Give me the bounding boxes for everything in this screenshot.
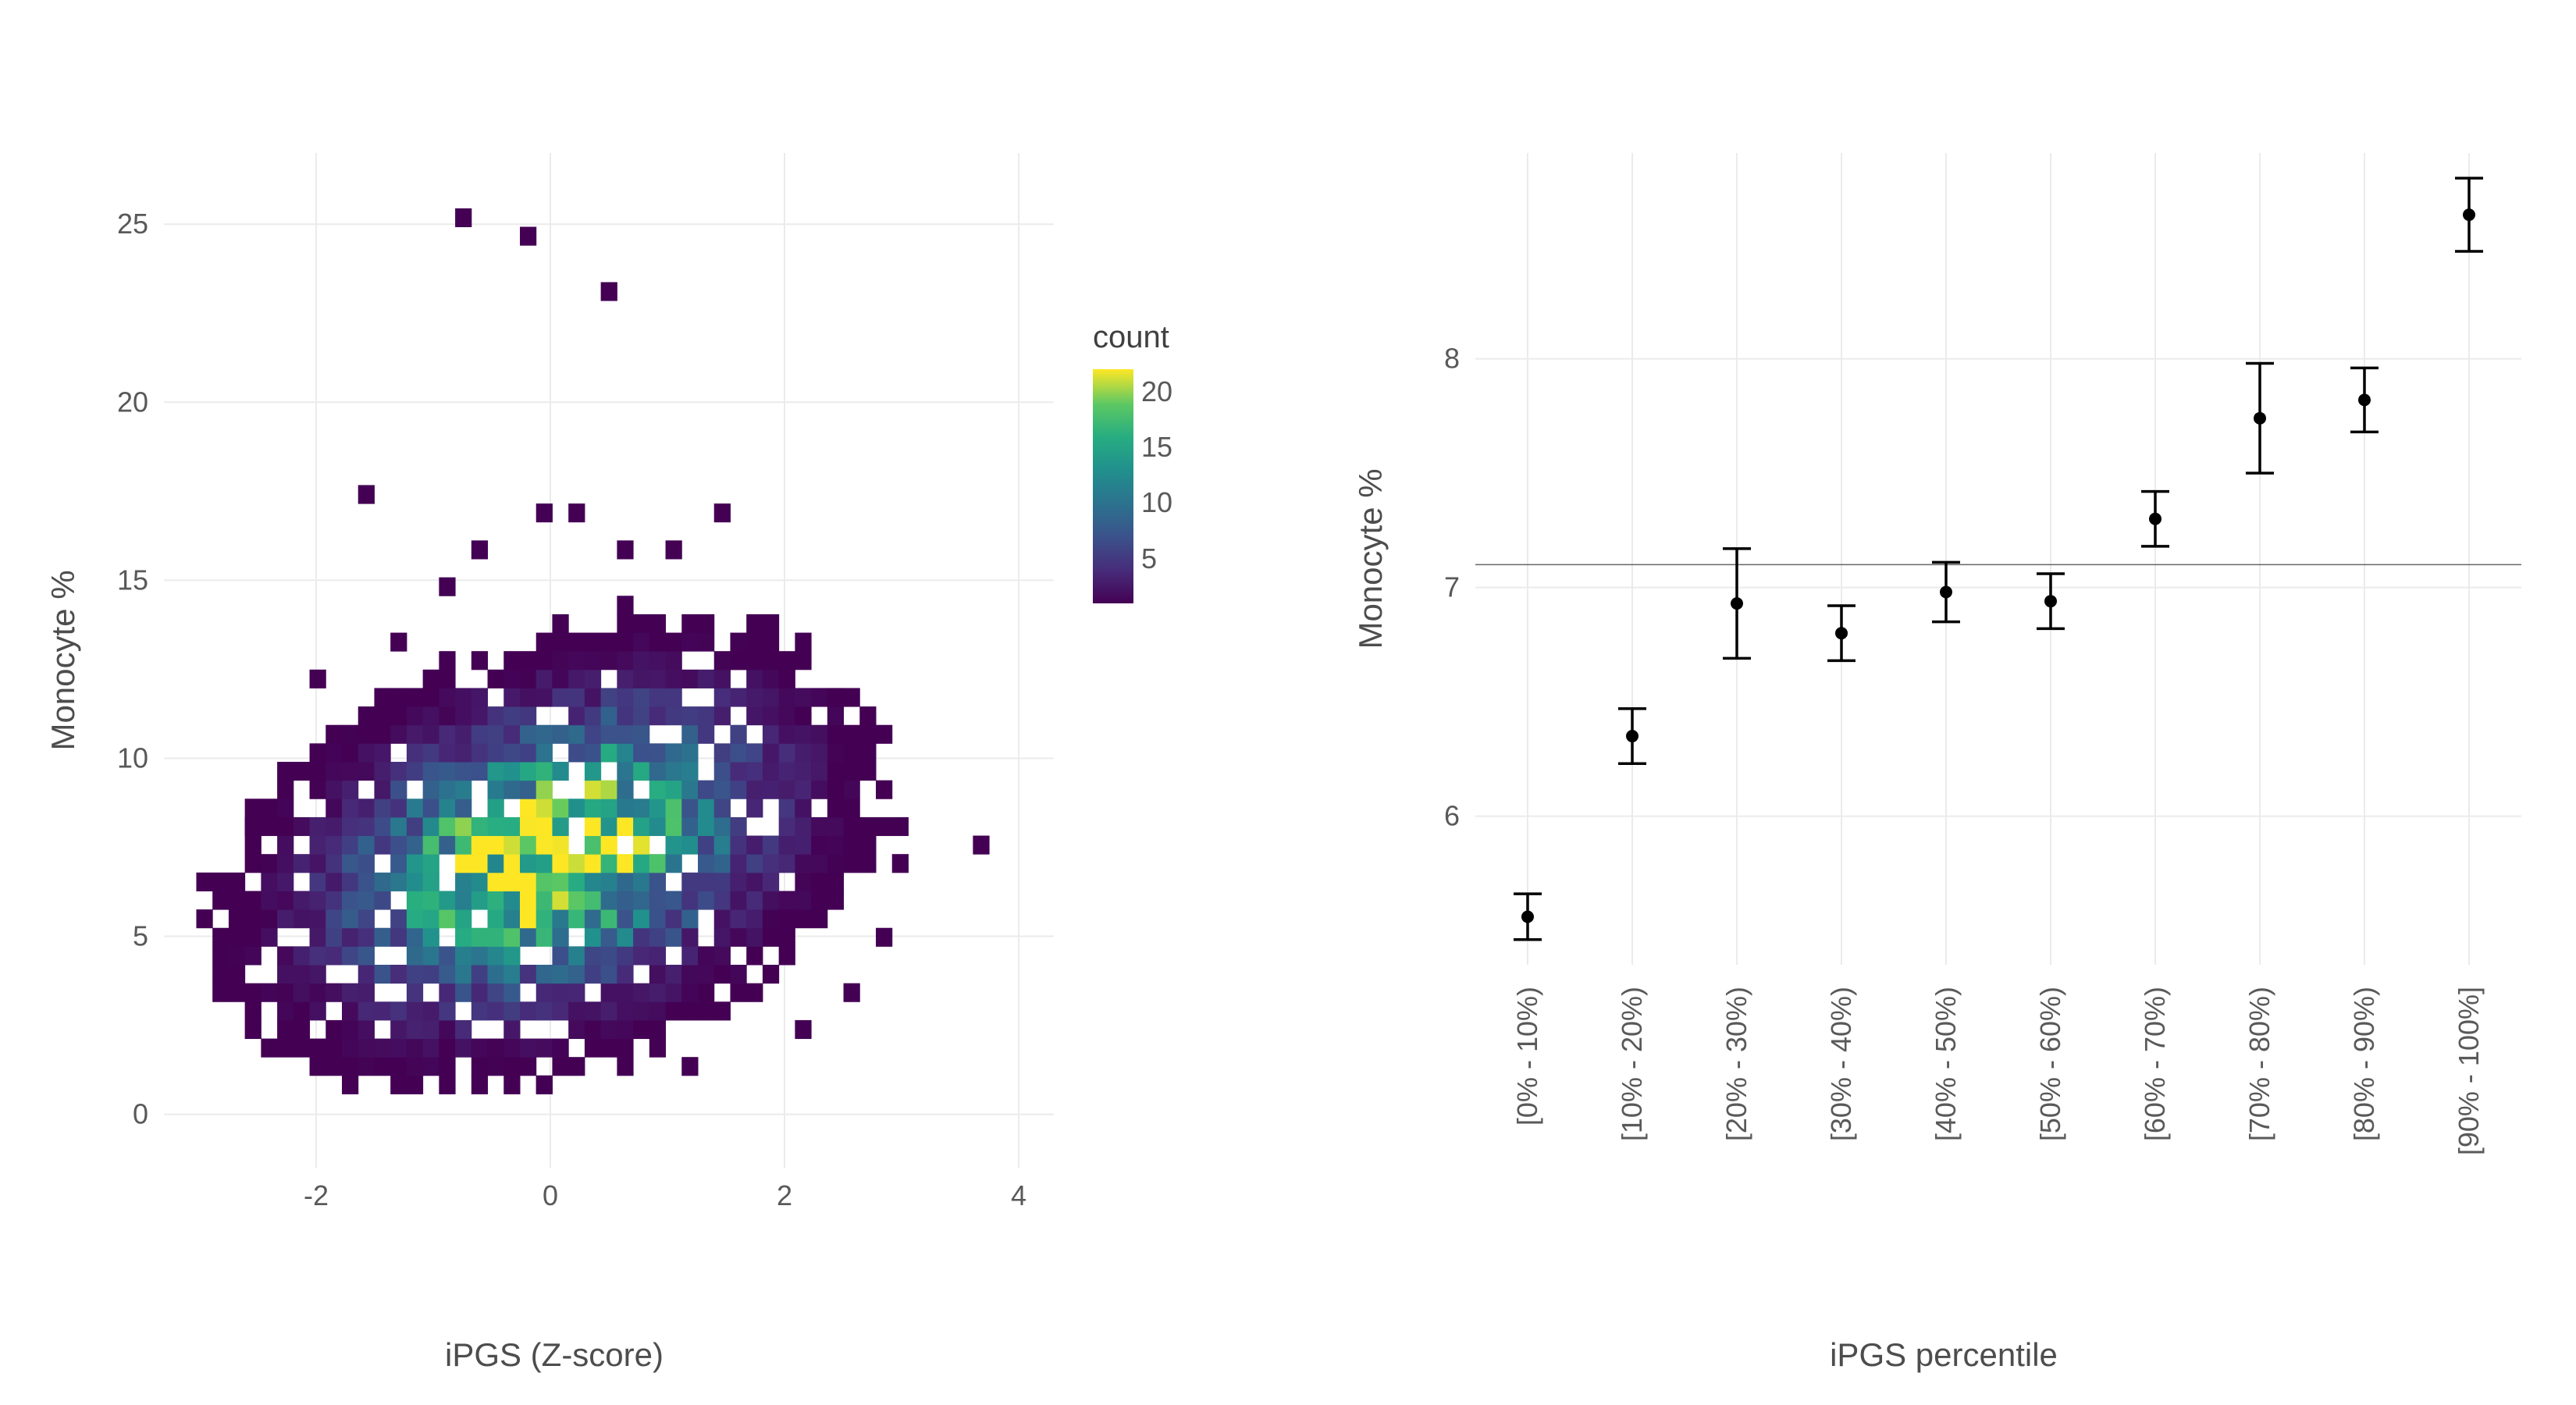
left-xlabel: iPGS (Z-score) bbox=[31, 1321, 1077, 1374]
x-tick-label: [10% - 20%) bbox=[1616, 987, 1648, 1141]
x-tick-label: [80% - 90%) bbox=[2348, 987, 2380, 1141]
x-tick-label: [60% - 70%) bbox=[2139, 987, 2171, 1141]
pointrange-svg: 6 7 8 [0% - 10%) [10% - 20%) [20% - 30%) [30% … bbox=[1335, 47, 2553, 1321]
right-panel: 6 7 8 [0% - 10%) [10% - 20%) [20% - 30%) [30% … bbox=[1335, 47, 2553, 1374]
svg-text:4: 4 bbox=[1011, 1179, 1026, 1211]
right-xlabel: iPGS percentile bbox=[1335, 1321, 2553, 1374]
svg-text:2: 2 bbox=[777, 1179, 792, 1211]
colorbar-tick: 10 bbox=[1141, 486, 1172, 519]
svg-text:7: 7 bbox=[1444, 571, 1460, 603]
svg-text:8: 8 bbox=[1444, 343, 1460, 375]
colorbar-tick: 15 bbox=[1141, 431, 1172, 464]
x-tick-label: [90% - 100%] bbox=[2453, 987, 2485, 1155]
x-tick-label: [70% - 80%) bbox=[2243, 987, 2275, 1141]
x-tick-label: [0% - 10%) bbox=[1511, 987, 1543, 1126]
legend-area: count 5101520 bbox=[1093, 47, 1319, 1374]
x-tick-label: [30% - 40%) bbox=[1825, 987, 1857, 1141]
svg-text:20: 20 bbox=[117, 386, 148, 418]
svg-text:-2: -2 bbox=[304, 1179, 329, 1211]
x-tick-label: [20% - 30%) bbox=[1720, 987, 1752, 1141]
svg-text:6: 6 bbox=[1444, 800, 1460, 832]
right-ylabel: Monocyte % bbox=[1352, 468, 1389, 649]
svg-text:25: 25 bbox=[117, 208, 148, 240]
colorbar-tick: 20 bbox=[1141, 375, 1172, 408]
heatmap-svg: -2 0 2 4 0 5 10 15 20 25 Monocyte % bbox=[31, 47, 1077, 1321]
svg-text:10: 10 bbox=[117, 742, 148, 774]
colorbar: 5101520 bbox=[1093, 369, 1133, 603]
figure-container: -20240510152025Monocyte % iPGS (Z-score)… bbox=[0, 0, 2576, 1405]
left-ylabel: Monocyte % bbox=[44, 570, 81, 750]
legend-title: count bbox=[1093, 320, 1319, 355]
svg-text:5: 5 bbox=[133, 920, 148, 952]
left-panel: -2 0 2 4 0 5 10 15 20 25 Monocyte % iPGS (Z-score) bbox=[31, 47, 1077, 1374]
svg-text:0: 0 bbox=[543, 1179, 558, 1211]
colorbar-tick: 5 bbox=[1141, 542, 1157, 575]
x-tick-label: [40% - 50%) bbox=[1930, 987, 1962, 1141]
svg-text:0: 0 bbox=[133, 1098, 148, 1130]
svg-text:15: 15 bbox=[117, 564, 148, 596]
x-tick-label: [50% - 60%) bbox=[2034, 987, 2066, 1141]
